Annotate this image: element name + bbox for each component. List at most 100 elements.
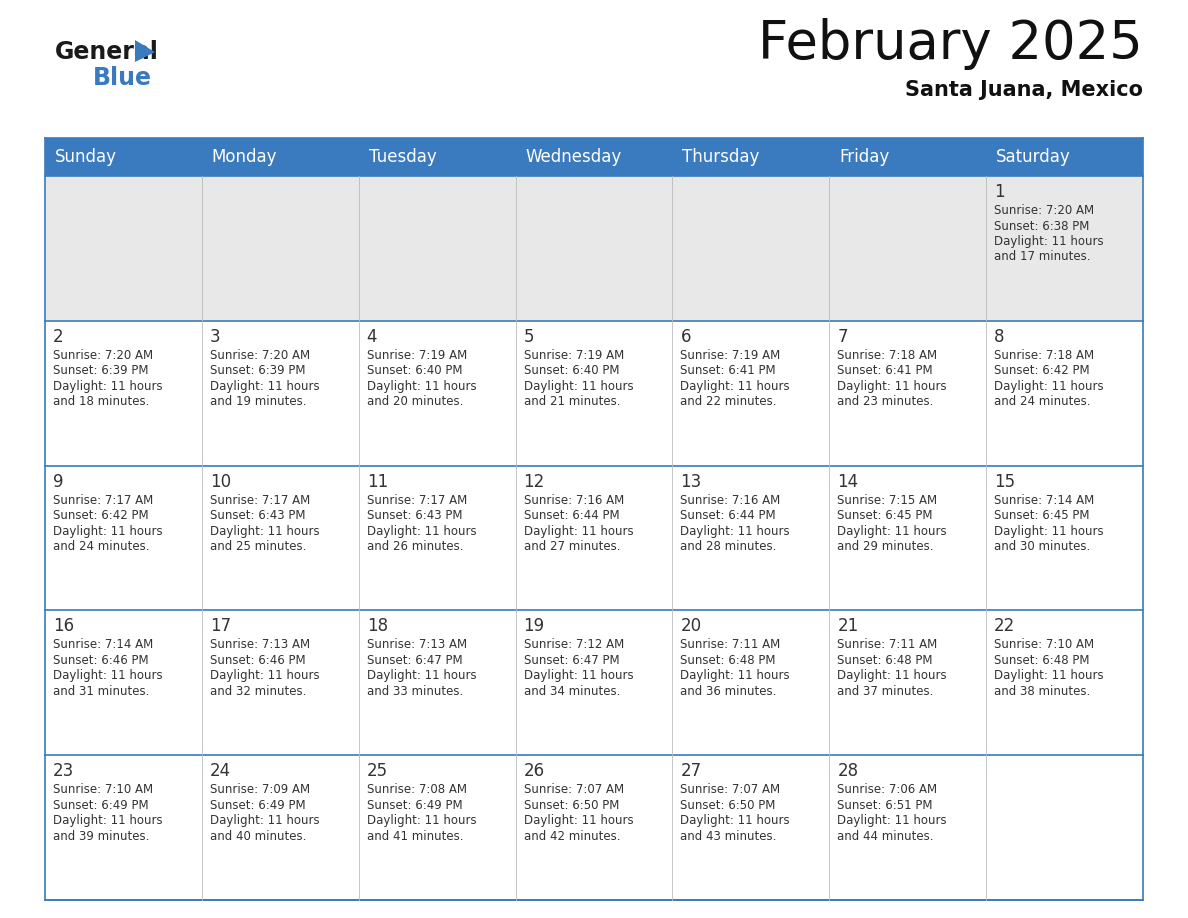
Bar <box>829 176 986 320</box>
Text: 19: 19 <box>524 618 544 635</box>
Text: Sunset: 6:42 PM: Sunset: 6:42 PM <box>53 509 148 522</box>
Text: Sunrise: 7:10 AM: Sunrise: 7:10 AM <box>53 783 153 796</box>
Text: and 38 minutes.: and 38 minutes. <box>994 685 1091 698</box>
Text: Daylight: 11 hours: Daylight: 11 hours <box>524 814 633 827</box>
Text: Sunrise: 7:07 AM: Sunrise: 7:07 AM <box>681 783 781 796</box>
Text: Daylight: 11 hours: Daylight: 11 hours <box>524 524 633 538</box>
Text: Thursday: Thursday <box>682 148 760 166</box>
Text: Monday: Monday <box>211 148 277 166</box>
Text: and 24 minutes.: and 24 minutes. <box>994 396 1091 409</box>
Text: Sunset: 6:44 PM: Sunset: 6:44 PM <box>681 509 776 522</box>
Text: 18: 18 <box>367 618 387 635</box>
Text: and 36 minutes.: and 36 minutes. <box>681 685 777 698</box>
Text: Sunrise: 7:17 AM: Sunrise: 7:17 AM <box>210 494 310 507</box>
Text: 13: 13 <box>681 473 702 490</box>
Bar <box>986 465 1143 610</box>
Text: and 27 minutes.: and 27 minutes. <box>524 540 620 554</box>
Text: 22: 22 <box>994 618 1016 635</box>
Text: Sunrise: 7:12 AM: Sunrise: 7:12 AM <box>524 638 624 652</box>
Text: Sunset: 6:46 PM: Sunset: 6:46 PM <box>53 654 148 666</box>
Text: Daylight: 11 hours: Daylight: 11 hours <box>838 814 947 827</box>
Text: Daylight: 11 hours: Daylight: 11 hours <box>838 669 947 682</box>
Text: Sunset: 6:39 PM: Sunset: 6:39 PM <box>210 364 305 377</box>
Text: Sunrise: 7:08 AM: Sunrise: 7:08 AM <box>367 783 467 796</box>
Text: Friday: Friday <box>839 148 890 166</box>
Bar <box>202 320 359 465</box>
Text: Daylight: 11 hours: Daylight: 11 hours <box>53 814 163 827</box>
Text: 14: 14 <box>838 473 859 490</box>
Text: Sunset: 6:49 PM: Sunset: 6:49 PM <box>367 799 462 812</box>
Text: and 42 minutes.: and 42 minutes. <box>524 830 620 843</box>
Text: and 44 minutes.: and 44 minutes. <box>838 830 934 843</box>
Bar <box>359 320 516 465</box>
Text: and 18 minutes.: and 18 minutes. <box>53 396 150 409</box>
Bar <box>986 756 1143 900</box>
Text: 28: 28 <box>838 762 859 780</box>
Text: Sunset: 6:40 PM: Sunset: 6:40 PM <box>524 364 619 377</box>
Bar <box>829 610 986 756</box>
Bar <box>359 756 516 900</box>
Text: and 41 minutes.: and 41 minutes. <box>367 830 463 843</box>
Bar <box>986 320 1143 465</box>
Text: and 21 minutes.: and 21 minutes. <box>524 396 620 409</box>
Bar <box>202 176 359 320</box>
Text: Sunrise: 7:17 AM: Sunrise: 7:17 AM <box>367 494 467 507</box>
Text: and 43 minutes.: and 43 minutes. <box>681 830 777 843</box>
Text: Sunset: 6:48 PM: Sunset: 6:48 PM <box>838 654 933 666</box>
Text: 15: 15 <box>994 473 1016 490</box>
Text: and 39 minutes.: and 39 minutes. <box>53 830 150 843</box>
Bar <box>202 756 359 900</box>
Text: Daylight: 11 hours: Daylight: 11 hours <box>53 669 163 682</box>
Text: Sunrise: 7:11 AM: Sunrise: 7:11 AM <box>838 638 937 652</box>
Text: Daylight: 11 hours: Daylight: 11 hours <box>367 380 476 393</box>
Text: and 20 minutes.: and 20 minutes. <box>367 396 463 409</box>
Bar <box>45 465 202 610</box>
Text: Santa Juana, Mexico: Santa Juana, Mexico <box>905 80 1143 100</box>
Bar <box>672 465 829 610</box>
Text: Sunset: 6:50 PM: Sunset: 6:50 PM <box>681 799 776 812</box>
Text: Sunrise: 7:11 AM: Sunrise: 7:11 AM <box>681 638 781 652</box>
Bar <box>516 176 672 320</box>
Text: Sunrise: 7:13 AM: Sunrise: 7:13 AM <box>210 638 310 652</box>
Text: Sunrise: 7:14 AM: Sunrise: 7:14 AM <box>53 638 153 652</box>
Text: Sunrise: 7:09 AM: Sunrise: 7:09 AM <box>210 783 310 796</box>
Text: Sunrise: 7:19 AM: Sunrise: 7:19 AM <box>681 349 781 362</box>
Text: Daylight: 11 hours: Daylight: 11 hours <box>838 524 947 538</box>
Text: Sunset: 6:47 PM: Sunset: 6:47 PM <box>367 654 462 666</box>
Text: 23: 23 <box>53 762 74 780</box>
Text: 24: 24 <box>210 762 230 780</box>
Text: Sunrise: 7:19 AM: Sunrise: 7:19 AM <box>367 349 467 362</box>
Polygon shape <box>135 40 154 62</box>
Text: 20: 20 <box>681 618 702 635</box>
Text: 10: 10 <box>210 473 230 490</box>
Text: 25: 25 <box>367 762 387 780</box>
Text: Sunset: 6:40 PM: Sunset: 6:40 PM <box>367 364 462 377</box>
Text: and 31 minutes.: and 31 minutes. <box>53 685 150 698</box>
Bar <box>672 610 829 756</box>
Text: and 28 minutes.: and 28 minutes. <box>681 540 777 554</box>
Text: Sunrise: 7:06 AM: Sunrise: 7:06 AM <box>838 783 937 796</box>
Text: Daylight: 11 hours: Daylight: 11 hours <box>367 524 476 538</box>
Text: and 29 minutes.: and 29 minutes. <box>838 540 934 554</box>
Text: Sunrise: 7:13 AM: Sunrise: 7:13 AM <box>367 638 467 652</box>
Bar <box>202 610 359 756</box>
Bar <box>516 465 672 610</box>
Bar <box>672 176 829 320</box>
Bar <box>202 465 359 610</box>
Text: Sunset: 6:44 PM: Sunset: 6:44 PM <box>524 509 619 522</box>
Text: 6: 6 <box>681 328 691 346</box>
Text: Sunset: 6:48 PM: Sunset: 6:48 PM <box>681 654 776 666</box>
Text: Sunset: 6:41 PM: Sunset: 6:41 PM <box>681 364 776 377</box>
Text: 7: 7 <box>838 328 848 346</box>
Text: Sunrise: 7:20 AM: Sunrise: 7:20 AM <box>53 349 153 362</box>
Text: and 19 minutes.: and 19 minutes. <box>210 396 307 409</box>
Text: Daylight: 11 hours: Daylight: 11 hours <box>838 380 947 393</box>
Text: Daylight: 11 hours: Daylight: 11 hours <box>367 669 476 682</box>
Text: and 22 minutes.: and 22 minutes. <box>681 396 777 409</box>
Bar <box>829 465 986 610</box>
Text: and 40 minutes.: and 40 minutes. <box>210 830 307 843</box>
Bar <box>45 756 202 900</box>
Text: 17: 17 <box>210 618 230 635</box>
Text: 16: 16 <box>53 618 74 635</box>
Bar <box>516 756 672 900</box>
